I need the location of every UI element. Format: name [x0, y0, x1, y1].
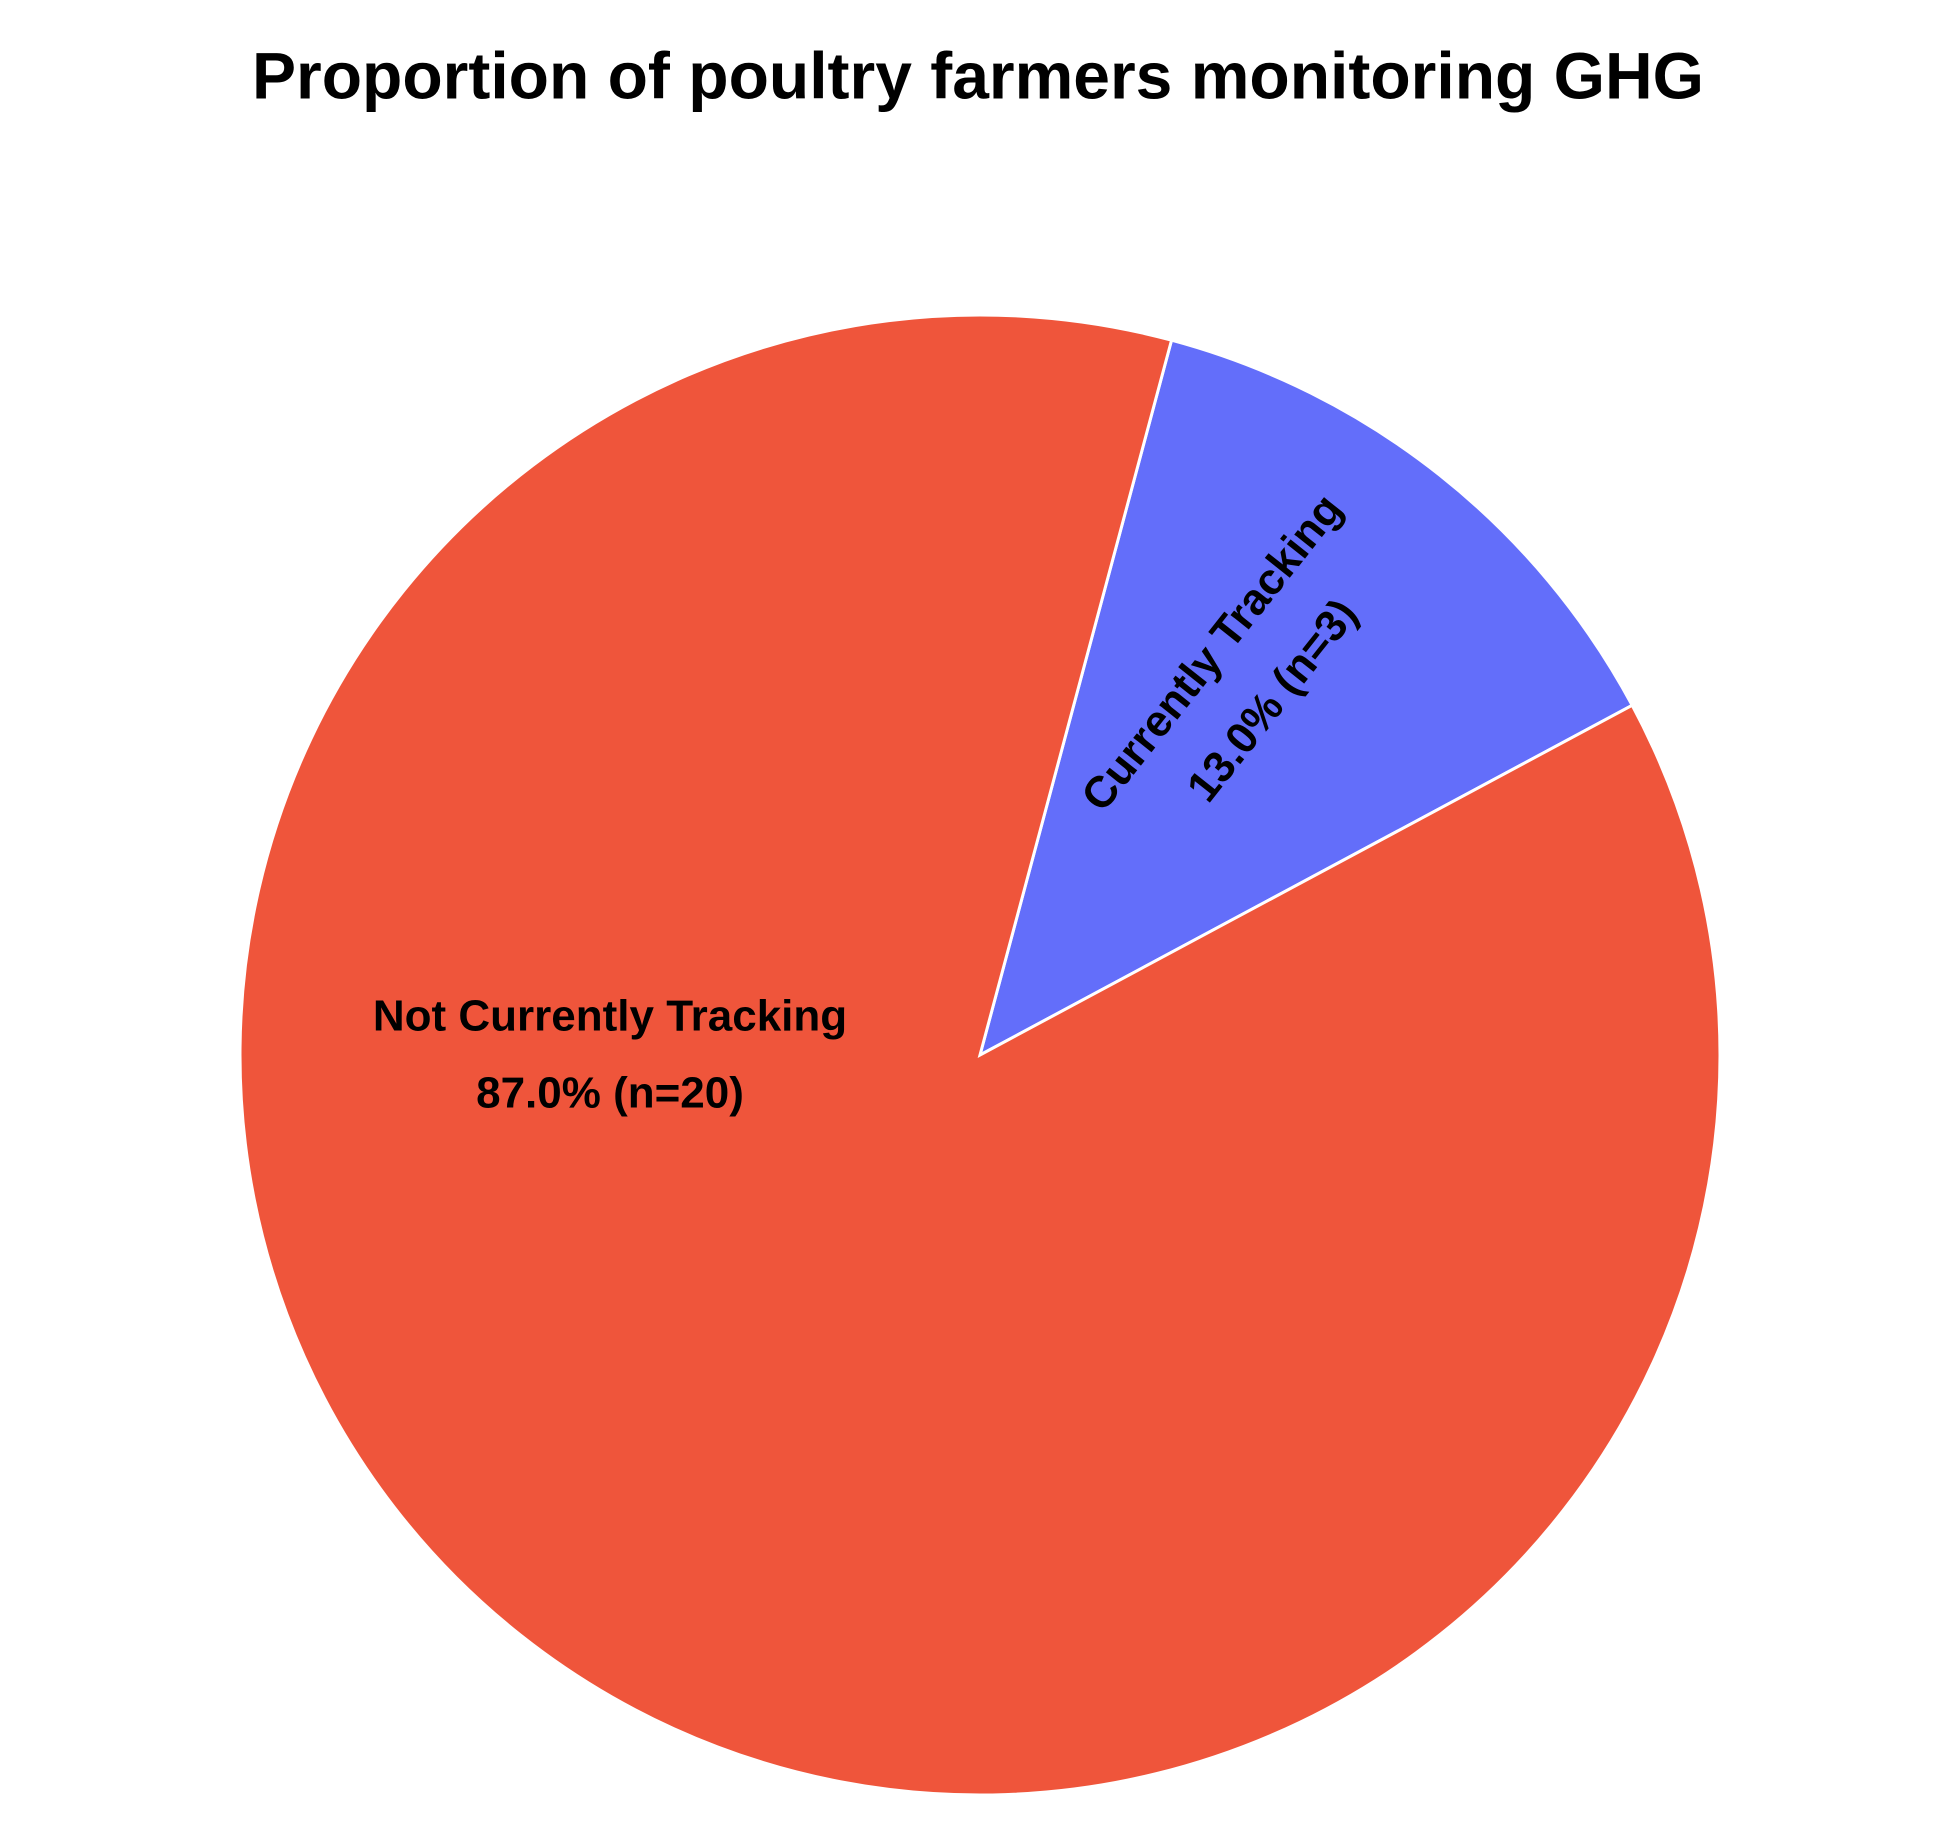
- pie-slice: [977, 338, 1635, 1058]
- chart-title: Proportion of poultry farmers monitoring…: [252, 38, 1704, 112]
- slice-category-label: Not Currently Tracking: [373, 992, 847, 1041]
- slice-label: Not Currently Tracking 87.0% (n=20): [373, 992, 847, 1118]
- slice-value-label: 87.0% (n=20): [476, 1069, 744, 1118]
- pie-slice: [238, 313, 1722, 1797]
